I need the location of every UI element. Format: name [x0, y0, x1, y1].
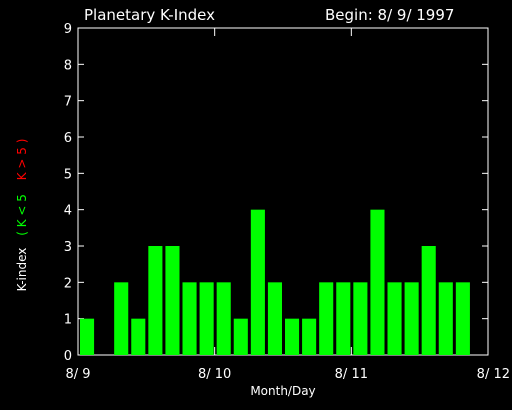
k-index-bar [250, 209, 265, 355]
k-index-bar [387, 282, 402, 355]
y-axis-label: K-index ( K < 5 K > 5 ) [15, 139, 29, 292]
x-tick-label: 8/ 10 [198, 367, 231, 382]
x-tick-label: 8/ 11 [335, 367, 368, 382]
k-index-bar [114, 282, 129, 355]
y-tick-label: 3 [64, 240, 72, 255]
k-index-bar [319, 282, 334, 355]
k-index-bar [421, 246, 436, 355]
y-axis-label-main: K-index [15, 248, 29, 292]
k-index-bar [216, 282, 231, 355]
y-tick-label: 4 [64, 204, 72, 219]
k-index-bar [233, 318, 248, 355]
k-index-bar [370, 209, 385, 355]
y-tick-label: 2 [64, 276, 72, 291]
k-index-bar [455, 282, 470, 355]
k-index-bar [267, 282, 282, 355]
y-tick-label: 6 [64, 131, 72, 146]
k-index-bar [438, 282, 453, 355]
y-tick-label: 7 [64, 95, 72, 110]
k-index-bar [336, 282, 351, 355]
k-index-bar [302, 318, 317, 355]
chart-subtitle: Begin: 8/ 9/ 1997 [325, 6, 454, 24]
k-index-bar [80, 318, 95, 355]
k-index-bar [131, 318, 146, 355]
k-index-bar [148, 246, 163, 355]
x-tick-label: 8/ 9 [65, 367, 90, 382]
y-axis-label-red: K > 5 ) [15, 139, 29, 181]
chart-title: Planetary K-Index [84, 6, 215, 24]
y-axis-ticks: 0 1 2 3 4 5 6 7 8 9 [64, 22, 488, 364]
x-axis-ticks: 8/ 9 8/ 10 8/ 11 8/ 12 [65, 28, 510, 382]
y-tick-label: 0 [64, 349, 72, 364]
x-axis-label: Month/Day [250, 384, 315, 398]
k-index-bar [285, 318, 300, 355]
k-index-bar [353, 282, 368, 355]
x-tick-label: 8/ 12 [477, 367, 510, 382]
k-index-bar [182, 282, 197, 355]
y-tick-label: 9 [64, 22, 72, 37]
k-index-bar [165, 246, 180, 355]
bar-series [80, 209, 470, 355]
plot-frame [77, 27, 489, 356]
y-axis-label-green: ( K < 5 [15, 194, 29, 236]
y-tick-label: 8 [64, 58, 72, 73]
k-index-bar [199, 282, 214, 355]
k-index-bar [404, 282, 419, 355]
y-tick-label: 5 [64, 167, 72, 182]
y-tick-label: 1 [64, 313, 72, 328]
